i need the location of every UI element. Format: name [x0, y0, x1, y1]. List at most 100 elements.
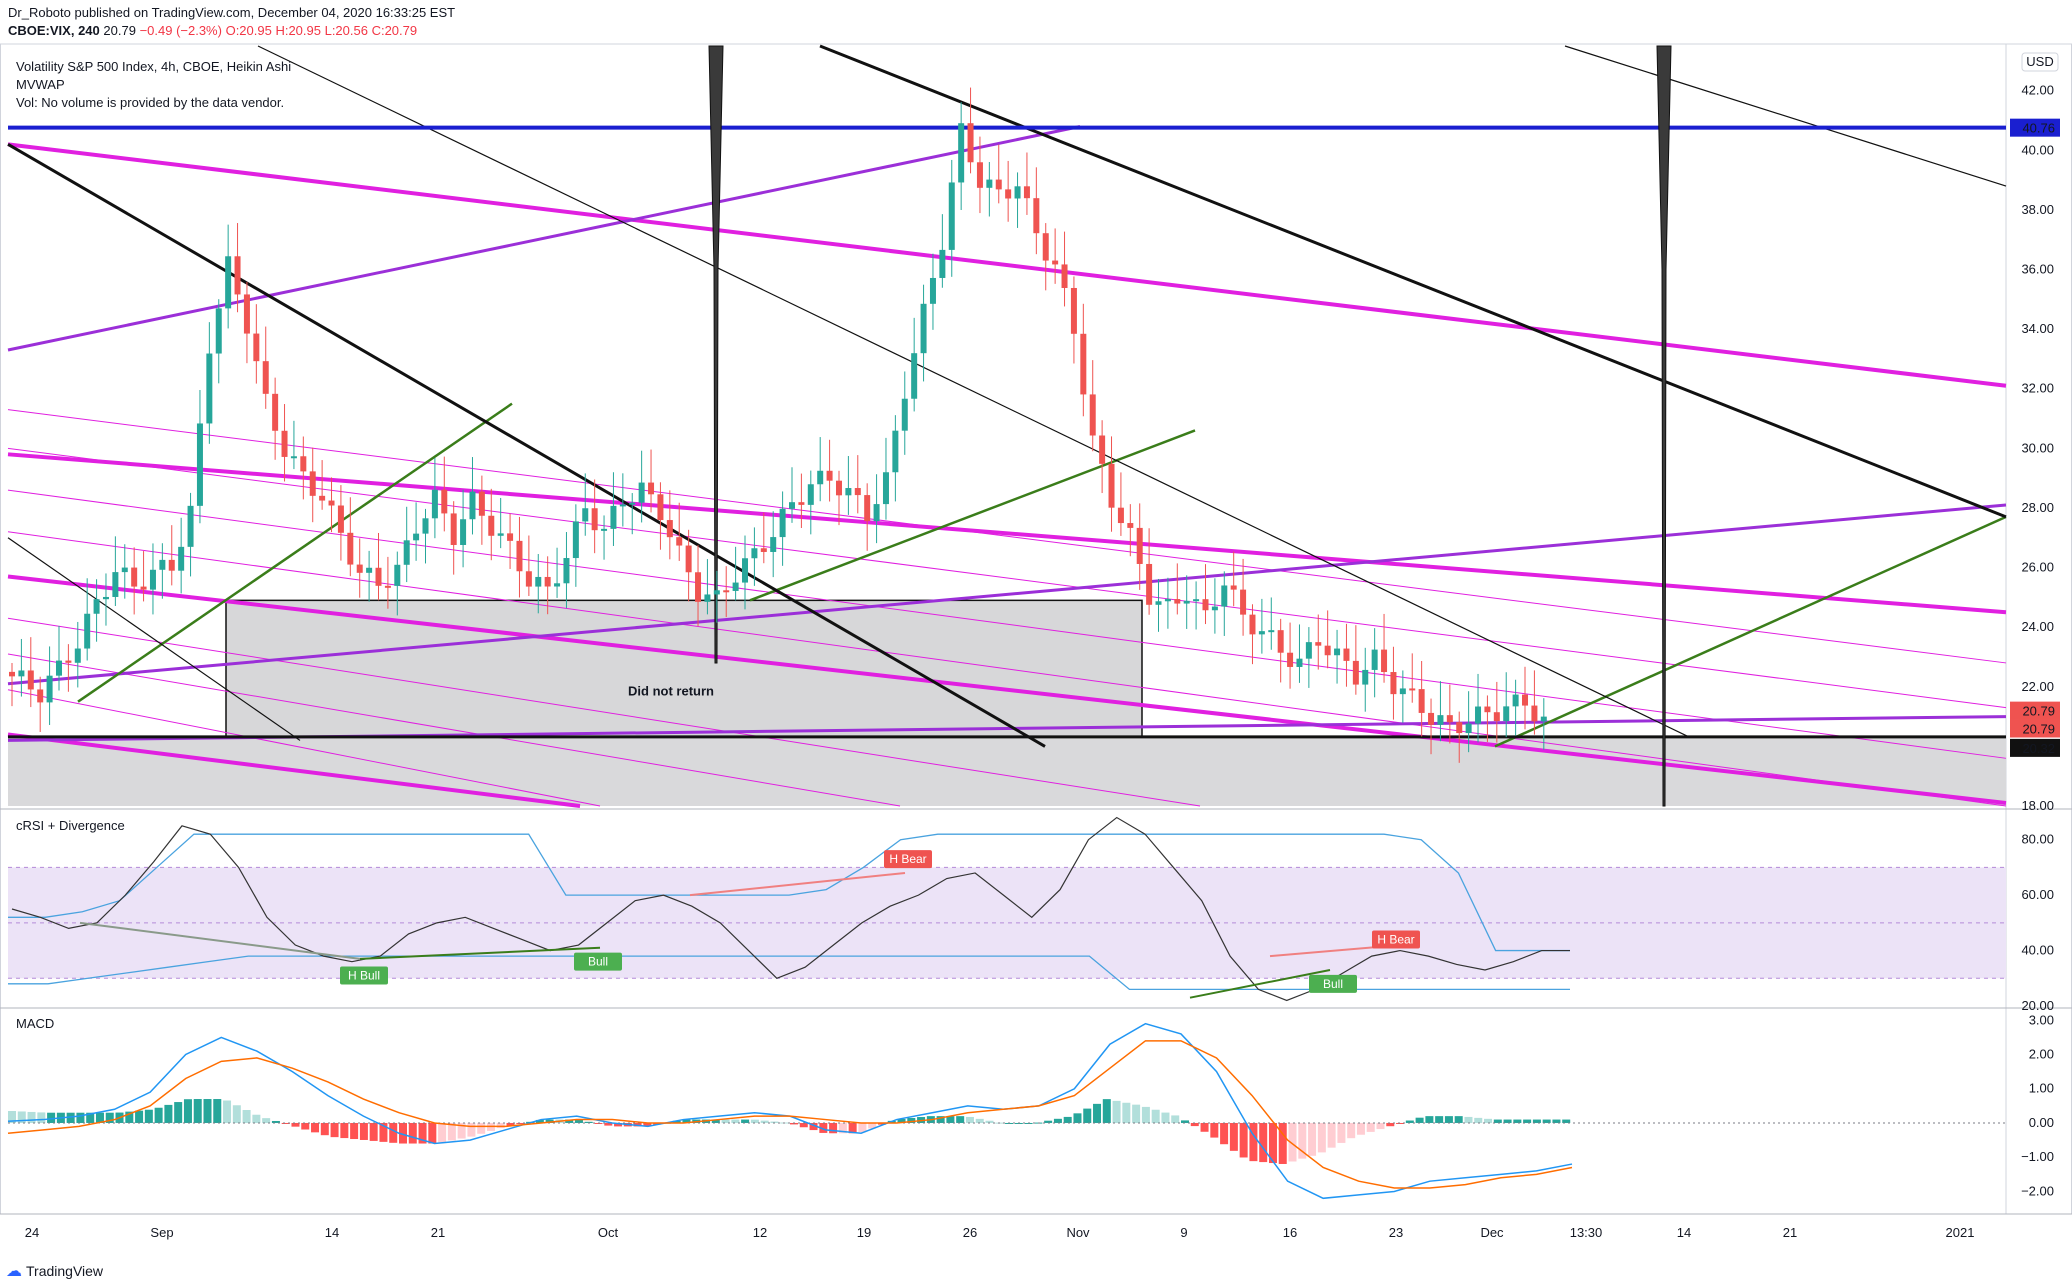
macd-histogram-bar	[1366, 1122, 1375, 1132]
macd-histogram-bar	[1386, 1122, 1395, 1127]
candle-body	[366, 567, 373, 573]
last-price: 20.79	[103, 23, 136, 38]
crsi-upper-band	[8, 833, 1570, 952]
macd-histogram-bar	[584, 1121, 593, 1123]
time-tick: 19	[857, 1225, 871, 1240]
macd-histogram-bar	[1083, 1108, 1092, 1123]
macd-histogram-bar	[447, 1122, 456, 1141]
black-trend-line	[257, 45, 1691, 738]
violet-trend-line	[7, 503, 2007, 686]
candle-body	[112, 572, 119, 597]
divergence-tag-text: H Bull	[348, 969, 380, 983]
macd-histogram-bar	[1327, 1122, 1336, 1148]
candle-body	[1249, 614, 1256, 635]
candle-body	[403, 540, 410, 565]
tradingview-logo[interactable]: ☁ TradingView	[6, 1261, 103, 1281]
time-tick: 2021	[1946, 1225, 1975, 1240]
macd-histogram-bar	[252, 1114, 261, 1123]
candle-body	[1052, 260, 1059, 265]
ohlc-values: O:20.95 H:20.95 L:20.56 C:20.79	[225, 23, 418, 38]
macd-histogram-bar	[975, 1118, 984, 1123]
candle-body	[206, 353, 213, 424]
macd-histogram-bar	[281, 1122, 290, 1124]
candle-body	[140, 586, 147, 590]
candle-body	[1465, 723, 1472, 734]
candle-body	[1390, 672, 1397, 695]
candle-body	[507, 533, 514, 541]
rsi-tick: 20.00	[2021, 998, 2054, 1013]
macd-histogram-bar	[379, 1122, 388, 1142]
macd-histogram-bar	[223, 1100, 232, 1123]
macd-histogram-bar	[457, 1122, 466, 1139]
magenta-channel-line	[7, 617, 1201, 807]
macd-histogram-bar	[877, 1122, 886, 1125]
macd-histogram-bar	[1337, 1122, 1346, 1143]
currency-box	[2021, 52, 2059, 72]
rsi-tick: 80.00	[2021, 832, 2054, 847]
macd-histogram-bar	[1102, 1099, 1111, 1123]
macd-histogram-bar	[47, 1112, 56, 1123]
candle-body	[347, 532, 354, 565]
divergence-tag	[340, 966, 388, 985]
macd-histogram-bar	[604, 1122, 613, 1126]
candle-body	[460, 519, 467, 545]
macd-histogram-bar	[428, 1122, 437, 1144]
macd-histogram-bar	[1171, 1115, 1180, 1123]
macd-histogram-bar	[565, 1119, 574, 1123]
macd-histogram-bar	[408, 1122, 417, 1144]
candle-body	[1343, 648, 1350, 661]
candle-body	[9, 671, 15, 677]
macd-histogram-bar	[1425, 1116, 1434, 1123]
divergence-tag-text: H Bear	[1377, 932, 1414, 946]
macd-histogram-bar	[1532, 1119, 1541, 1123]
macd-histogram-bar	[535, 1119, 544, 1123]
candle-body	[1428, 712, 1435, 725]
macd-histogram-bar	[418, 1122, 427, 1144]
green-trend-line	[1494, 515, 2007, 748]
macd-tick: −2.00	[2021, 1183, 2054, 1198]
lower-zone-shade	[8, 736, 2006, 806]
macd-histogram-bar	[1249, 1122, 1258, 1162]
macd-histogram-bar	[799, 1122, 808, 1128]
divergence-tag	[1309, 974, 1357, 993]
candle-body	[789, 502, 795, 509]
macd-histogram-bar	[369, 1122, 378, 1141]
candle-body	[1493, 712, 1500, 722]
magenta-channel-line	[7, 732, 581, 808]
macd-histogram-bar	[154, 1107, 163, 1123]
magenta-channel-line	[7, 531, 2007, 807]
candle-body	[27, 670, 34, 690]
divergence-line	[359, 946, 601, 960]
macd-histogram-bar	[1435, 1116, 1444, 1123]
candle-body	[1005, 189, 1012, 199]
macd-histogram-bar	[1298, 1122, 1307, 1159]
price-tick: 32.00	[2021, 381, 2054, 396]
magenta-channel-line	[7, 689, 601, 807]
candle-body	[535, 576, 542, 587]
macd-tick: 2.00	[2029, 1047, 2054, 1062]
candle-body	[478, 491, 485, 516]
candle-body	[995, 179, 1002, 190]
macd-histogram-bar	[389, 1122, 398, 1143]
candle-body	[1164, 599, 1171, 602]
macd-histogram-bar	[1190, 1122, 1199, 1127]
macd-histogram-bar	[721, 1119, 730, 1123]
macd-histogram-bar	[477, 1122, 486, 1134]
macd-histogram-bar	[1044, 1120, 1053, 1123]
time-tick: 13:30	[1570, 1225, 1603, 1240]
candle-body	[1258, 631, 1265, 635]
candle-body	[516, 540, 523, 572]
macd-histogram-bar	[27, 1111, 36, 1123]
price-badge-text: 20.32	[2022, 741, 2055, 756]
candle-body	[469, 491, 476, 520]
macd-histogram-bar	[672, 1120, 681, 1123]
macd-pane-label: MACD	[16, 1016, 55, 1031]
time-tick: 16	[1283, 1225, 1297, 1240]
macd-histogram-bar	[829, 1122, 838, 1134]
macd-histogram-bar	[1200, 1122, 1209, 1132]
macd-histogram-bar	[1278, 1122, 1287, 1164]
tradingview-cloud-icon: ☁	[6, 1263, 22, 1280]
macd-histogram-bar	[1093, 1103, 1102, 1123]
macd-histogram-bar	[868, 1122, 877, 1129]
